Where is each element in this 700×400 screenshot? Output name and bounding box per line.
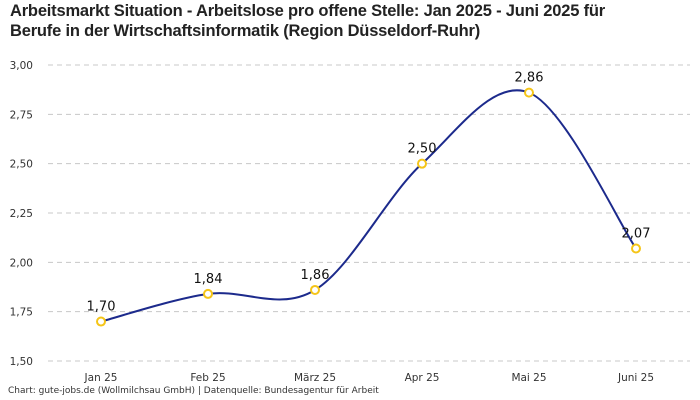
y-tick-label: 2,00 <box>10 257 33 269</box>
chart-title-line-2: Berufe in der Wirtschaftsinformatik (Reg… <box>10 22 481 40</box>
x-tick-label: Apr 25 <box>405 372 440 384</box>
data-label: 2,07 <box>622 227 651 242</box>
data-point <box>631 243 641 254</box>
data-point <box>524 87 534 98</box>
chart-title-line-1: Arbeitsmarkt Situation - Arbeitslose pro… <box>10 2 605 20</box>
x-tick-label: März 25 <box>294 372 336 384</box>
data-label: 2,50 <box>408 142 437 157</box>
data-label: 2,86 <box>515 71 544 86</box>
y-tick-label: 2,25 <box>10 208 33 220</box>
chart-source: Chart: gute-jobs.de (Wollmilchsau GmbH) … <box>8 386 379 396</box>
data-points <box>96 87 641 327</box>
gridlines <box>48 64 690 362</box>
data-point <box>96 316 106 327</box>
y-tick-label: 2,75 <box>10 109 33 121</box>
x-tick-label: Feb 25 <box>190 372 225 384</box>
chart-title: Arbeitsmarkt Situation - Arbeitslose pro… <box>10 1 690 41</box>
x-tick-label: Jan 25 <box>84 372 118 384</box>
y-tick-label: 1,75 <box>10 307 33 319</box>
series-line <box>100 89 637 323</box>
data-point <box>203 288 213 299</box>
data-label: 1,86 <box>301 268 330 283</box>
data-point <box>310 284 320 295</box>
x-axis: Jan 25 Feb 25 März 25 Apr 25 Mai 25 Juni 25 <box>84 372 654 384</box>
data-label: 1,84 <box>194 272 223 287</box>
series-path <box>100 89 637 323</box>
data-label: 1,70 <box>87 300 116 315</box>
data-labels: 1,70 1,84 1,86 2,50 2,86 2,07 <box>87 71 651 315</box>
data-point <box>417 158 427 169</box>
y-axis: 1,50 1,75 2,00 2,25 2,50 2,75 3,00 <box>10 60 33 368</box>
x-tick-label: Juni 25 <box>617 372 654 384</box>
y-tick-label: 3,00 <box>10 60 33 72</box>
x-tick-label: Mai 25 <box>511 372 546 384</box>
y-tick-label: 1,50 <box>10 356 33 368</box>
y-tick-label: 2,50 <box>10 159 33 171</box>
